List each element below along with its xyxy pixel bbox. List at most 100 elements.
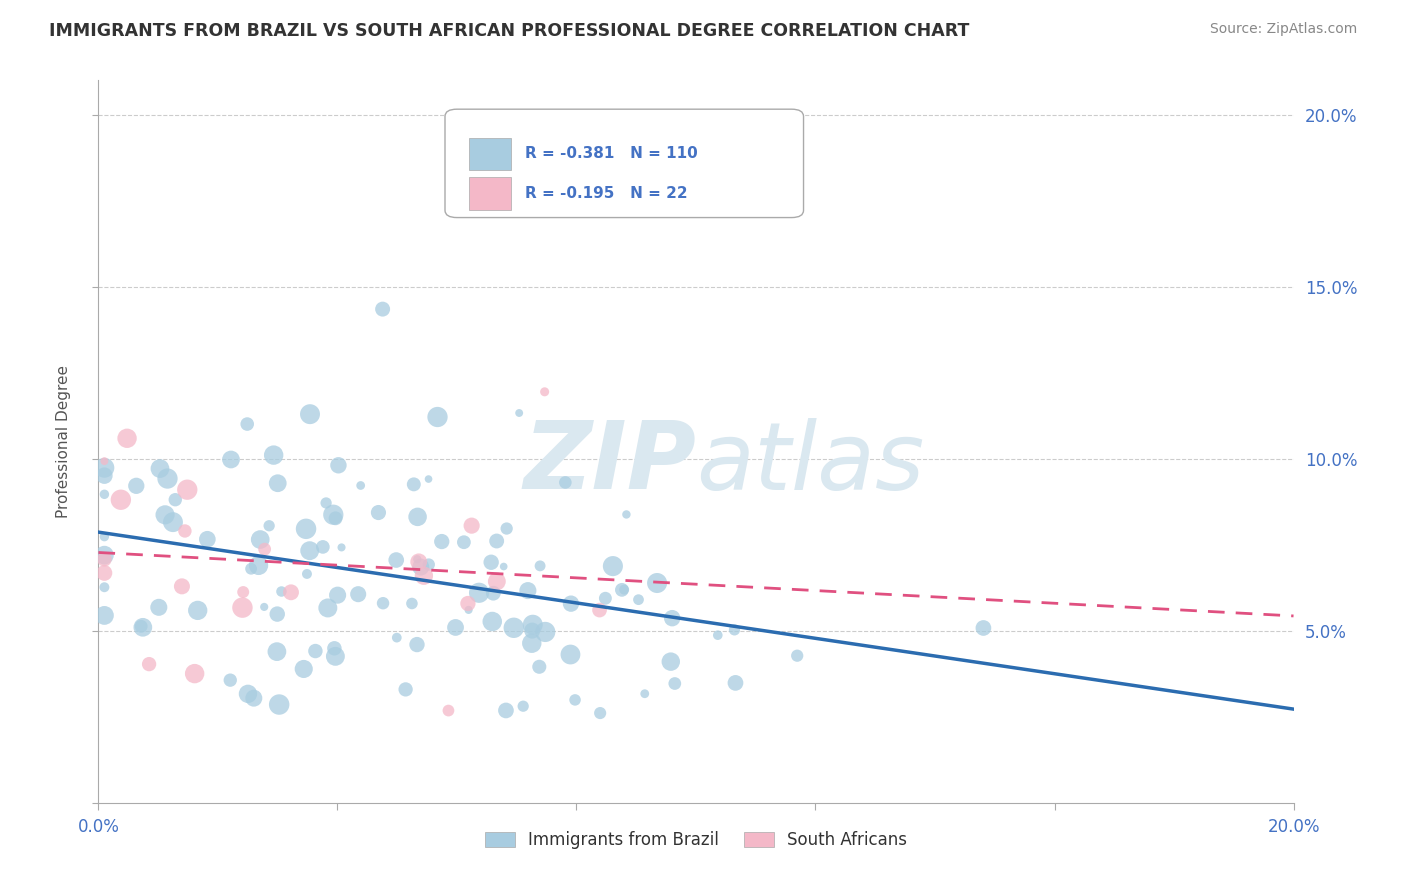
- Point: [219, 452, 242, 467]
- Point: [659, 655, 682, 669]
- Point: [482, 586, 505, 600]
- Point: [295, 566, 318, 581]
- Point: [323, 641, 346, 656]
- Point: [125, 479, 148, 493]
- Text: IMMIGRANTS FROM BRAZIL VS SOUTH AFRICAN PROFESSIONAL DEGREE CORRELATION CHART: IMMIGRANTS FROM BRAZIL VS SOUTH AFRICAN …: [49, 22, 970, 40]
- Point: [232, 585, 254, 599]
- Point: [270, 584, 292, 599]
- Point: [554, 475, 576, 490]
- Point: [93, 468, 115, 483]
- Point: [298, 543, 321, 558]
- Point: [165, 492, 187, 507]
- Point: [634, 687, 657, 701]
- Point: [253, 542, 276, 557]
- Point: [304, 644, 326, 658]
- Point: [495, 703, 517, 717]
- Point: [266, 607, 288, 621]
- FancyBboxPatch shape: [446, 109, 804, 218]
- Point: [236, 417, 259, 431]
- Point: [240, 562, 263, 576]
- Point: [269, 698, 291, 712]
- Point: [613, 582, 636, 597]
- Point: [533, 384, 555, 399]
- Point: [156, 471, 179, 485]
- Text: R = -0.195   N = 22: R = -0.195 N = 22: [524, 186, 688, 201]
- Point: [93, 552, 115, 566]
- Point: [219, 673, 242, 687]
- Point: [595, 591, 617, 606]
- Y-axis label: Professional Degree: Professional Degree: [56, 365, 72, 518]
- Point: [236, 687, 259, 701]
- Point: [93, 608, 115, 623]
- Point: [385, 553, 408, 567]
- Point: [350, 478, 373, 492]
- Point: [707, 628, 730, 642]
- Point: [367, 506, 389, 520]
- Point: [406, 552, 429, 566]
- Point: [315, 496, 337, 510]
- Point: [312, 540, 335, 554]
- Point: [534, 624, 557, 639]
- Point: [394, 682, 416, 697]
- Point: [371, 302, 394, 317]
- Point: [280, 585, 302, 599]
- Point: [371, 596, 394, 610]
- Point: [418, 472, 440, 486]
- Point: [176, 483, 198, 497]
- Point: [298, 407, 321, 421]
- Point: [426, 409, 449, 424]
- Point: [267, 476, 290, 491]
- Point: [187, 603, 209, 617]
- Point: [93, 454, 115, 468]
- Point: [627, 592, 650, 607]
- Point: [129, 619, 152, 633]
- Point: [616, 508, 638, 522]
- Point: [512, 699, 534, 714]
- Point: [148, 600, 170, 615]
- Point: [560, 597, 582, 611]
- Point: [610, 582, 633, 597]
- Point: [408, 555, 430, 569]
- Point: [138, 657, 160, 672]
- Point: [564, 693, 586, 707]
- Point: [249, 533, 271, 547]
- Point: [972, 621, 994, 635]
- Legend: Immigrants from Brazil, South Africans: Immigrants from Brazil, South Africans: [478, 824, 914, 856]
- Point: [149, 461, 172, 475]
- Point: [183, 666, 205, 681]
- Point: [263, 448, 285, 462]
- Point: [195, 533, 218, 547]
- Point: [110, 492, 132, 507]
- Point: [479, 555, 502, 569]
- Point: [664, 676, 686, 690]
- Point: [437, 704, 460, 718]
- Point: [330, 541, 353, 555]
- Point: [153, 508, 176, 522]
- Point: [406, 509, 429, 524]
- Point: [266, 645, 288, 659]
- Point: [247, 558, 270, 573]
- Point: [418, 558, 440, 572]
- Point: [292, 662, 315, 676]
- FancyBboxPatch shape: [470, 137, 510, 170]
- FancyBboxPatch shape: [470, 178, 510, 210]
- Point: [444, 620, 467, 634]
- Point: [588, 603, 610, 617]
- Point: [401, 597, 423, 611]
- Point: [115, 431, 138, 445]
- Point: [502, 621, 524, 635]
- Point: [93, 487, 115, 501]
- Point: [93, 580, 115, 594]
- Point: [529, 558, 551, 573]
- Point: [457, 603, 479, 617]
- Point: [295, 522, 318, 536]
- Point: [409, 560, 432, 574]
- Point: [257, 518, 280, 533]
- Point: [485, 574, 508, 589]
- Point: [325, 649, 347, 664]
- Point: [453, 535, 475, 549]
- Point: [385, 631, 408, 645]
- Point: [243, 691, 266, 706]
- Point: [132, 620, 155, 634]
- Point: [347, 587, 370, 601]
